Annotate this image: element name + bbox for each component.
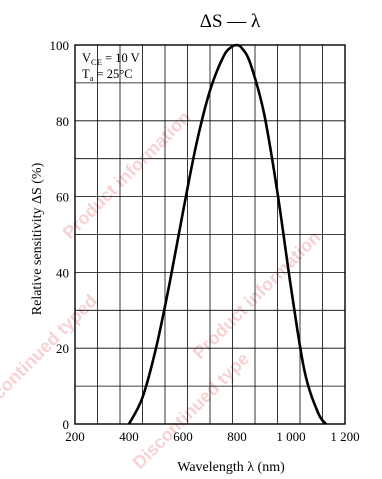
condition-label: Ta = 25°C (82, 67, 133, 83)
condition-label: VCE = 10 V (82, 51, 140, 67)
chart-title: ΔS — λ (200, 11, 261, 32)
y-tick-label: 100 (50, 38, 70, 53)
x-tick-label: 200 (65, 429, 85, 444)
x-tick-label: 1 000 (276, 429, 305, 444)
plot-frame (74, 44, 346, 425)
watermark-text: Product information (59, 107, 195, 243)
y-tick-label: 0 (63, 417, 70, 432)
x-tick-labels: 200 400 600 800 1 000 1 200 (65, 429, 359, 444)
y-axis-label: Relative sensitivity ΔS (%) (30, 162, 45, 315)
sensitivity-curve (127, 43, 328, 425)
y-tick-label: 20 (56, 341, 69, 356)
y-tick-label: 40 (56, 265, 69, 280)
x-tick-label: 800 (227, 429, 247, 444)
x-tick-label: 600 (173, 429, 193, 444)
y-tick-label: 80 (56, 114, 69, 129)
x-tick-label: 1 200 (330, 429, 359, 444)
test-conditions: VCE = 10 VTa = 25°C (82, 51, 140, 83)
y-tick-label: 60 (56, 190, 69, 205)
y-tick-labels: 0 20 40 60 80 100 (50, 38, 70, 432)
x-axis-label: Wavelength λ (nm) (177, 460, 285, 475)
watermark-text: Product information (189, 227, 325, 363)
watermark-text: Discontinued type (129, 348, 253, 472)
x-tick-label: 400 (119, 429, 139, 444)
